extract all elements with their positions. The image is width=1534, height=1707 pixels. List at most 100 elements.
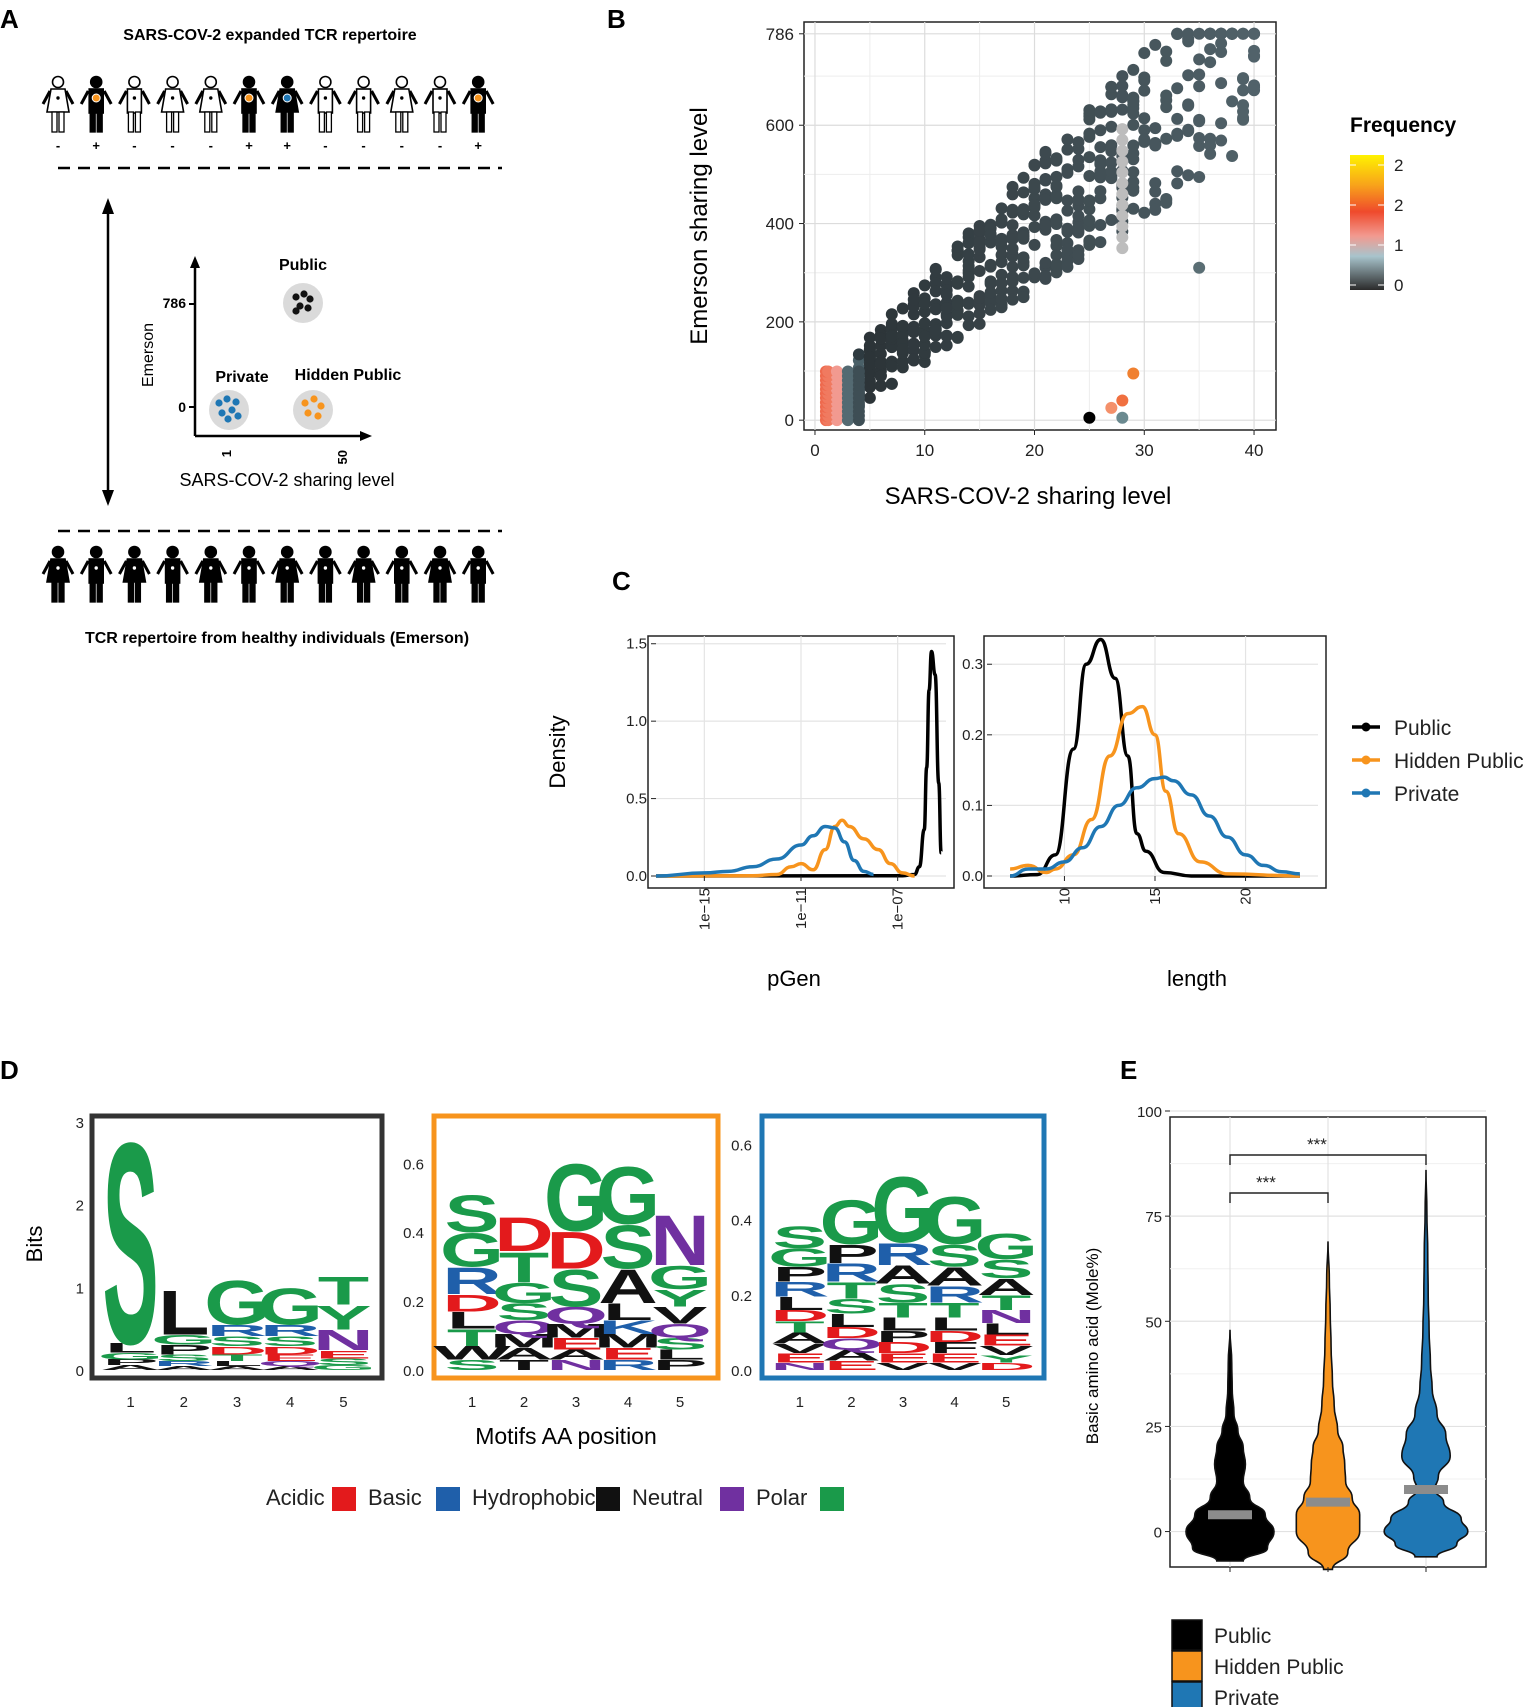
scatter-point (1160, 193, 1173, 206)
bottom-person-8 (309, 545, 342, 603)
legend-dot (1361, 788, 1371, 798)
arm-left (309, 560, 319, 575)
scatter-xlabel: SARS-COV-2 sharing level (885, 483, 1172, 510)
logo-letter-G: G (204, 1268, 269, 1338)
torso (164, 558, 181, 584)
arm-right (370, 90, 380, 105)
arm-left (79, 90, 90, 105)
logo-letter-R: R (442, 1260, 501, 1303)
scatter-point (1138, 112, 1151, 125)
arm-right (446, 560, 457, 575)
logo-position-label: 2 (847, 1394, 855, 1411)
scatter-point (1028, 182, 1041, 195)
arm-right (255, 560, 266, 575)
scatter-point (1149, 185, 1162, 198)
scatter-point (1039, 147, 1052, 160)
scatter-point (1105, 214, 1118, 227)
legend-swatch-acidic (332, 1487, 356, 1511)
scatter-point (1182, 69, 1195, 82)
leg-right (172, 581, 180, 603)
arm-right (217, 90, 228, 105)
logo-position-label: 1 (126, 1394, 134, 1411)
head (280, 75, 294, 89)
logo-box-hidden-public (431, 1113, 721, 1381)
arm-right (332, 560, 342, 575)
private-dot (224, 415, 232, 423)
logo-letter-Q: Q (492, 1317, 556, 1338)
logo-letter-P: P (156, 1342, 212, 1358)
arm-left (41, 90, 52, 105)
scatter-point (1061, 133, 1074, 146)
scatter-point (973, 236, 986, 249)
panel-e-violin: 0 25 50 75 100 Basic amino acid (Mole%) *** *… (1083, 1104, 1487, 1707)
logo-letter-V: V (979, 1343, 1033, 1358)
hidden-public-dot (304, 409, 312, 417)
logo-box-public (89, 1113, 385, 1381)
scatter-point (863, 351, 876, 364)
violin-hidden-public (1295, 1241, 1361, 1571)
logo-letter-E: E (876, 1351, 930, 1366)
logo-letter-G: G (768, 1243, 831, 1272)
top-person-sign-9: - (361, 138, 365, 153)
arm-right (408, 90, 419, 105)
scatter-point (1050, 192, 1063, 205)
scatter-point (1094, 236, 1107, 249)
head (471, 75, 485, 89)
leg-left (280, 111, 287, 133)
scatter-point (1226, 27, 1239, 40)
logo-letter-S: S (315, 1357, 371, 1367)
top-person-6 (232, 75, 266, 133)
scatter-point (1138, 84, 1151, 97)
scatter-point (1182, 27, 1195, 40)
head (51, 75, 65, 89)
logo-letter-F: F (930, 1339, 980, 1356)
logo-letter-V: V (927, 1361, 982, 1373)
bottom-person-4 (156, 545, 189, 603)
private-dot (218, 409, 226, 417)
scatter-ytick-label: 200 (766, 313, 794, 332)
arm-right (446, 90, 457, 105)
leg-left (471, 581, 478, 603)
scatter-point (1116, 209, 1129, 222)
arm-left (423, 560, 434, 575)
scatter-point (907, 353, 920, 366)
logo-letter-V: V (876, 1361, 931, 1373)
logo-position-label: 3 (899, 1394, 907, 1411)
arm-left (156, 90, 166, 105)
scatter-point (1017, 271, 1030, 284)
scatter-outlier-point (1116, 394, 1129, 407)
scatter-point (1061, 194, 1074, 207)
logo-letter-S: S (445, 1357, 500, 1373)
logo-letter-L: L (655, 1347, 705, 1363)
logo-letter-V: V (773, 1341, 827, 1356)
scatter-point (1094, 168, 1107, 181)
panel-label-a: A (0, 4, 19, 34)
panel-label-b: B (607, 4, 626, 34)
head (242, 75, 256, 89)
scatter-point (1006, 188, 1019, 201)
logo-letter-D: D (207, 1344, 268, 1357)
density-line-private (1009, 775, 1300, 878)
scatter-point (1006, 275, 1019, 288)
logo-letter-A: A (494, 1344, 553, 1363)
scatter-point (1039, 256, 1052, 269)
panel-label-c: C (612, 566, 631, 596)
scatter-point (1215, 45, 1228, 58)
scatter-point (940, 330, 953, 343)
scatter-point (1006, 203, 1019, 216)
scatter-point (1127, 139, 1140, 152)
logo-letter-A: A (100, 1364, 161, 1372)
top-person-sign-8: - (323, 138, 327, 153)
logo-ytick-label: 0.4 (731, 1213, 752, 1230)
arm-left (270, 90, 281, 105)
logo-letter-L: L (447, 1307, 497, 1334)
scatter-point (1116, 144, 1129, 157)
logo-letter-S: S (773, 1220, 827, 1255)
scatter-point (1105, 165, 1118, 178)
head (51, 545, 65, 559)
scatter-point (1127, 118, 1140, 131)
cell-dot (56, 96, 60, 100)
scatter-point (1017, 171, 1030, 184)
scatter-point (1017, 230, 1030, 243)
